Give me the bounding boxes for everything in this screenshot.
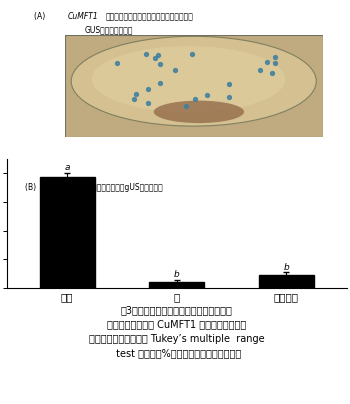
Text: a: a bbox=[64, 163, 70, 173]
Bar bbox=[259, 275, 314, 288]
Text: CuMFT1: CuMFT1 bbox=[68, 12, 99, 21]
Bar bbox=[149, 282, 204, 288]
Bar bbox=[40, 177, 94, 288]
Text: GUSスポットの様子: GUSスポットの様子 bbox=[85, 26, 134, 35]
Text: (B)   CuMFT1プロモーターによる相対gUSスポット数: (B) CuMFT1プロモーターによる相対gUSスポット数 bbox=[25, 183, 162, 192]
Text: プロモーターを直接導入した種子における: プロモーターを直接導入した種子における bbox=[105, 12, 193, 21]
Text: (A): (A) bbox=[34, 12, 50, 21]
Text: b: b bbox=[174, 270, 180, 279]
Text: 図3．ボンバードメント法により測定した
カンキツにおける CuMFT1 プロモーター活性
（同一英小文字間には Tukey’s multiple  range
: 図3．ボンバードメント法により測定した カンキツにおける CuMFT1 プロモー… bbox=[89, 305, 265, 358]
Text: b: b bbox=[284, 263, 289, 272]
